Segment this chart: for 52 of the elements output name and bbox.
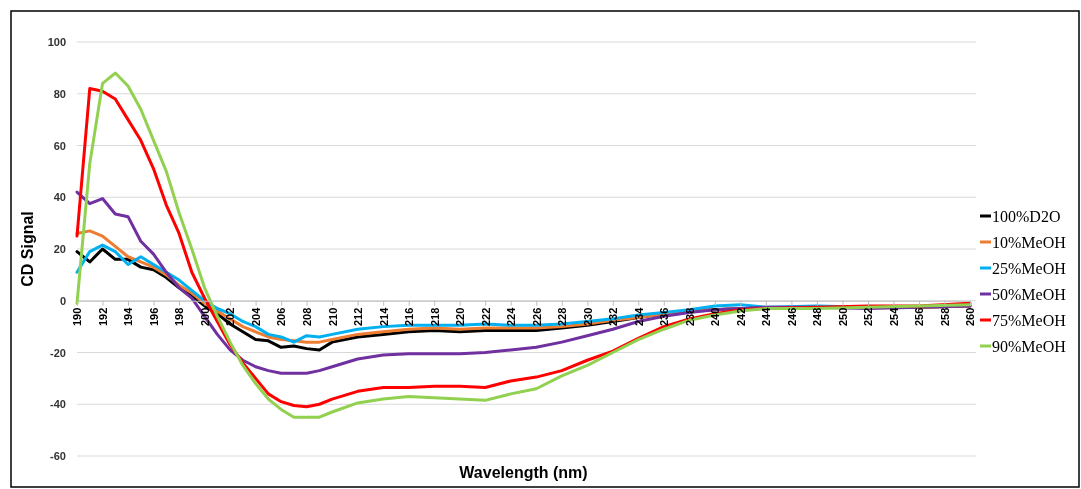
y-tick-label: 80 [53,87,66,100]
x-tick-label: 220 [454,307,467,327]
x-tick-label: 260 [964,307,977,327]
x-tick-label: 248 [811,307,824,327]
x-tick-label: 242 [734,307,747,327]
y-tick-label: -40 [50,398,66,411]
x-tick-label: 254 [887,306,900,327]
x-tick-label: 196 [147,307,160,327]
x-tick-label: 224 [505,306,518,327]
y-tick-label: -20 [50,346,66,359]
x-tick-label: 236 [658,307,671,327]
x-tick-label: 206 [275,307,288,327]
x-tick-label: 232 [607,307,620,327]
x-tick-label: 228 [556,307,569,327]
x-tick-label: 210 [326,307,339,327]
x-tick-label: 190 [71,307,84,327]
x-tick-label: 194 [122,306,135,327]
x-tick-label: 244 [760,306,773,327]
legend-label: 75%MeOH [992,312,1067,329]
legend-label: 50%MeOH [992,286,1067,303]
x-tick-label: 250 [836,307,849,327]
y-tick-label: 60 [53,139,66,152]
x-tick-label: 226 [530,307,543,327]
x-tick-label: 230 [581,307,594,327]
x-tick-label: 258 [938,307,951,327]
y-tick-label: 40 [53,191,66,204]
x-tick-label: 208 [300,307,313,327]
x-tick-label: 192 [96,307,109,327]
x-tick-label: 212 [352,307,365,327]
x-tick-label: 200 [198,307,211,327]
x-tick-label: 238 [683,307,696,327]
y-tick-label: -60 [50,450,66,463]
y-tick-label: 100 [47,36,66,49]
x-tick-label: 198 [173,307,186,327]
x-tick-label: 256 [913,307,926,327]
x-tick-label: 222 [479,307,492,327]
x-tick-label: 234 [632,306,645,327]
x-tick-label: 252 [862,307,875,327]
x-axis-title: Wavelength (nm) [459,464,588,481]
x-tick-label: 204 [249,306,262,327]
x-tick-label: 246 [785,307,798,327]
y-tick-label: 0 [59,294,66,307]
x-tick-label: 218 [428,307,441,327]
y-axis-title: CD Signal [19,211,36,287]
x-tick-label: 216 [403,307,416,327]
legend-label: 90%MeOH [992,338,1067,355]
legend-label: 100%D2O [992,208,1061,225]
x-tick-label: 214 [377,306,390,327]
x-tick-label: 240 [709,307,722,327]
legend-label: 10%MeOH [992,234,1067,251]
legend-label: 25%MeOH [992,260,1067,277]
y-tick-label: 20 [53,243,66,256]
